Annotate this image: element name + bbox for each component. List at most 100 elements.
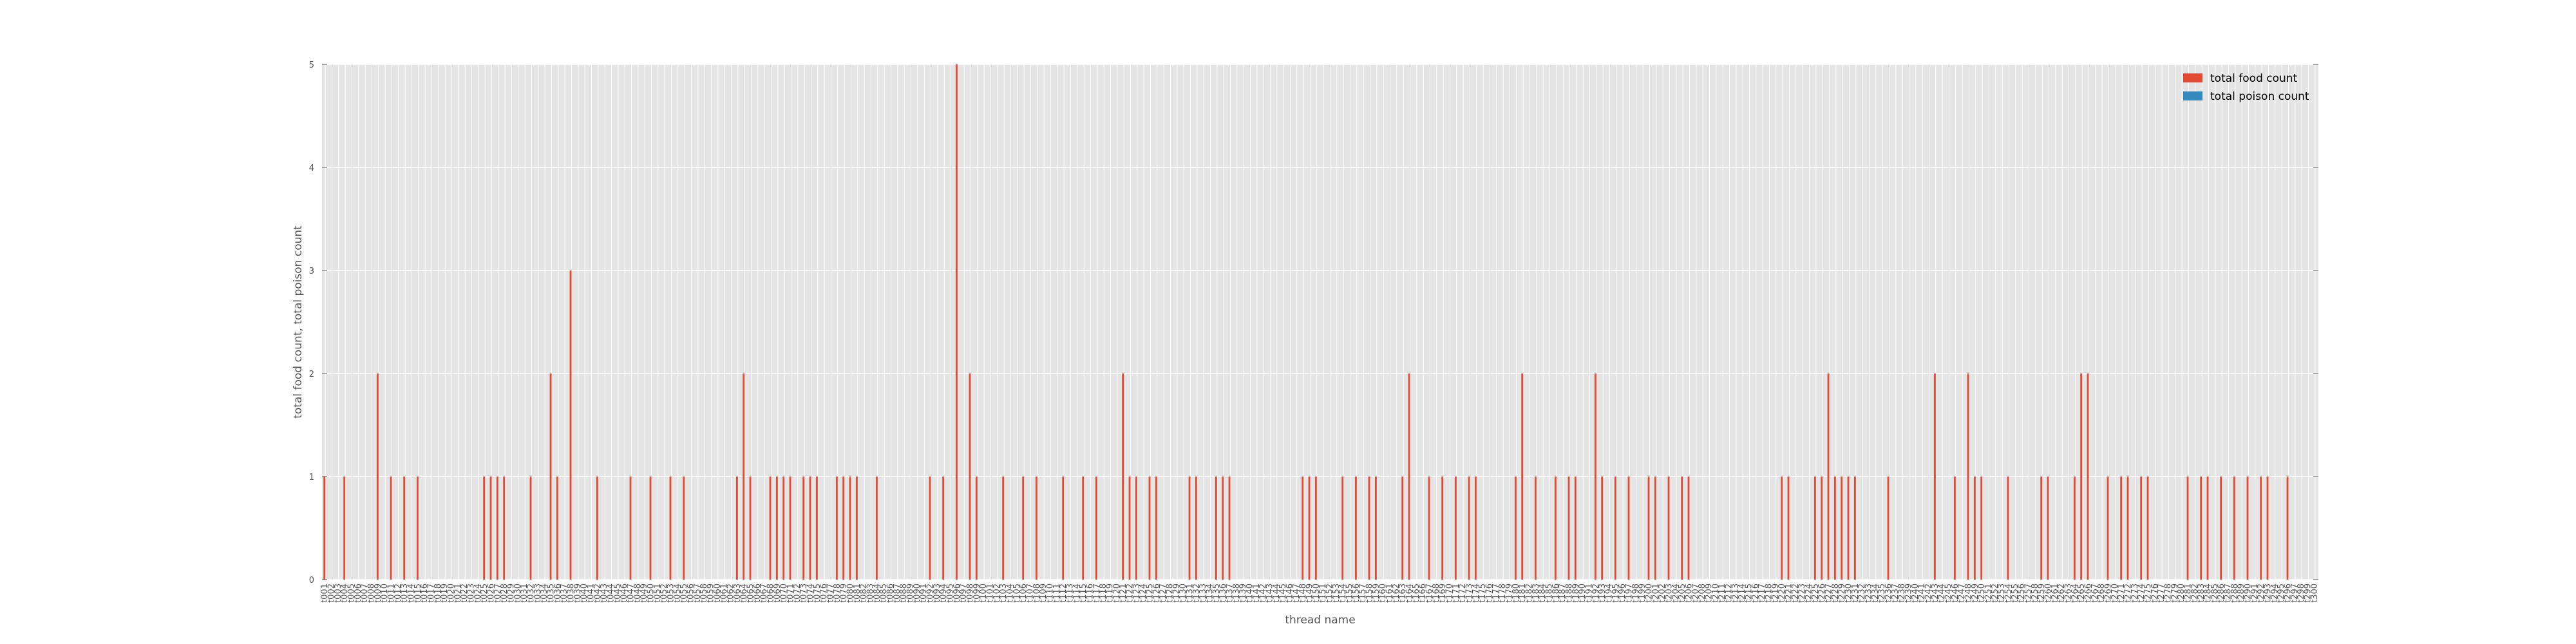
bar-food <box>1354 477 1357 580</box>
x-tick-label: t089 <box>906 583 916 603</box>
x-tick-label: t184 <box>1538 583 1548 603</box>
x-tick-label: t170 <box>1445 583 1455 603</box>
bar-food <box>1095 477 1097 580</box>
x-tick-label: t019 <box>440 583 450 603</box>
x-tick-label: t124 <box>1139 583 1148 603</box>
x-tick-label: t013 <box>400 583 410 603</box>
x-tick-label: t092 <box>926 583 936 603</box>
x-tick-label: t125 <box>1146 583 1155 603</box>
x-tick-label: t207 <box>1691 583 1701 603</box>
bar-food <box>1341 477 1344 580</box>
x-tick-label: t273 <box>2130 583 2140 603</box>
bar-food <box>1667 477 1670 580</box>
x-tick-label: t161 <box>1385 583 1395 603</box>
x-tick-label: t076 <box>819 583 829 603</box>
bar-food <box>2220 477 2222 580</box>
bar-food <box>596 477 598 580</box>
bar-food <box>2206 477 2209 580</box>
bar-food <box>683 477 685 580</box>
x-tick-label: t210 <box>1711 583 1721 603</box>
x-tick-label: t276 <box>2150 583 2160 603</box>
x-tick-label: t177 <box>1492 583 1501 603</box>
x-tick-label: t043 <box>600 583 609 603</box>
bar-food <box>1062 477 1065 580</box>
x-tick-label: t292 <box>2257 583 2266 603</box>
x-tick-label: t067 <box>759 583 769 603</box>
legend: total food count total poison count <box>2183 72 2309 103</box>
x-tick-label: t268 <box>2097 583 2107 603</box>
x-tick-label: t223 <box>1797 583 1807 603</box>
x-tick-label: t286 <box>2217 583 2226 603</box>
x-tick-label: t145 <box>1278 583 1288 603</box>
x-tick-label: t237 <box>1891 583 1900 603</box>
x-tick-label: t258 <box>2031 583 2040 603</box>
x-tick-label: t296 <box>2284 583 2293 603</box>
bar-food <box>549 374 552 580</box>
bar-food <box>1135 477 1137 580</box>
x-tick-label: t141 <box>1252 583 1262 603</box>
x-tick-label: t270 <box>2110 583 2120 603</box>
x-tick-label: t266 <box>2084 583 2094 603</box>
x-tick-label: t196 <box>1618 583 1627 603</box>
x-tick-label: t180 <box>1511 583 1521 603</box>
bar-food <box>1302 477 1304 580</box>
x-tick-label: t265 <box>2077 583 2087 603</box>
bar-food <box>835 477 838 580</box>
x-tick-label: t071 <box>786 583 796 603</box>
x-tick-label: t039 <box>573 583 583 603</box>
x-tick-label: t194 <box>1605 583 1615 603</box>
x-tick-label: t073 <box>799 583 809 603</box>
x-tick-label: t220 <box>1777 583 1787 603</box>
x-tick-label: t042 <box>593 583 603 603</box>
bar-food <box>975 477 978 580</box>
bar-food <box>669 477 672 580</box>
x-tick-label: t097 <box>959 583 969 603</box>
x-tick-label: t033 <box>533 583 543 603</box>
y-tick-label: 1 <box>309 473 314 482</box>
x-tick-label: t262 <box>2057 583 2067 603</box>
bar-food <box>969 374 971 580</box>
x-tick-label: t135 <box>1212 583 1222 603</box>
x-tick-label: t153 <box>1332 583 1341 603</box>
x-tick-label: t294 <box>2270 583 2280 603</box>
x-tick-label: t068 <box>766 583 776 603</box>
bar-food <box>1601 477 1604 580</box>
x-tick-label: t008 <box>367 583 377 603</box>
x-tick-label: t040 <box>580 583 589 603</box>
x-tick-label: t072 <box>793 583 802 603</box>
x-tick-label: t205 <box>1678 583 1687 603</box>
x-tick-label: t007 <box>360 583 370 603</box>
x-tick-label: t222 <box>1791 583 1801 603</box>
bar-food <box>1821 477 1823 580</box>
x-tick-label: t277 <box>2157 583 2166 603</box>
x-tick-label: t147 <box>1292 583 1302 603</box>
bar-food <box>1474 477 1477 580</box>
x-tick-label: t080 <box>846 583 856 603</box>
x-tick-label: t242 <box>1924 583 1934 603</box>
x-tick-label: t254 <box>2004 583 2014 603</box>
x-tick-label: t084 <box>873 583 882 603</box>
x-tick-label: t078 <box>833 583 842 603</box>
x-tick-label: t041 <box>587 583 596 603</box>
x-tick-label: t209 <box>1705 583 1714 603</box>
x-tick-label: t158 <box>1365 583 1375 603</box>
x-tick-label: t283 <box>2197 583 2206 603</box>
x-tick-label: t279 <box>2170 583 2180 603</box>
x-tick-label: t183 <box>1531 583 1541 603</box>
x-tick-label: t117 <box>1092 583 1102 603</box>
bar-food <box>809 477 811 580</box>
x-tick-label: t046 <box>620 583 629 603</box>
x-tick-label: t287 <box>2224 583 2233 603</box>
bar-food <box>1853 477 1856 580</box>
x-tick-label: t108 <box>1032 583 1042 603</box>
x-tick-label: t118 <box>1099 583 1108 603</box>
x-tick-label: t156 <box>1352 583 1361 603</box>
bar-food <box>1002 477 1005 580</box>
bar-food <box>1827 374 1830 580</box>
x-tick-label: t150 <box>1312 583 1321 603</box>
x-tick-label: t295 <box>2277 583 2286 603</box>
y-tick-label: 4 <box>309 164 314 173</box>
x-tick-label: t081 <box>853 583 862 603</box>
x-tick-label: t289 <box>2237 583 2246 603</box>
bar-food <box>1781 477 1783 580</box>
